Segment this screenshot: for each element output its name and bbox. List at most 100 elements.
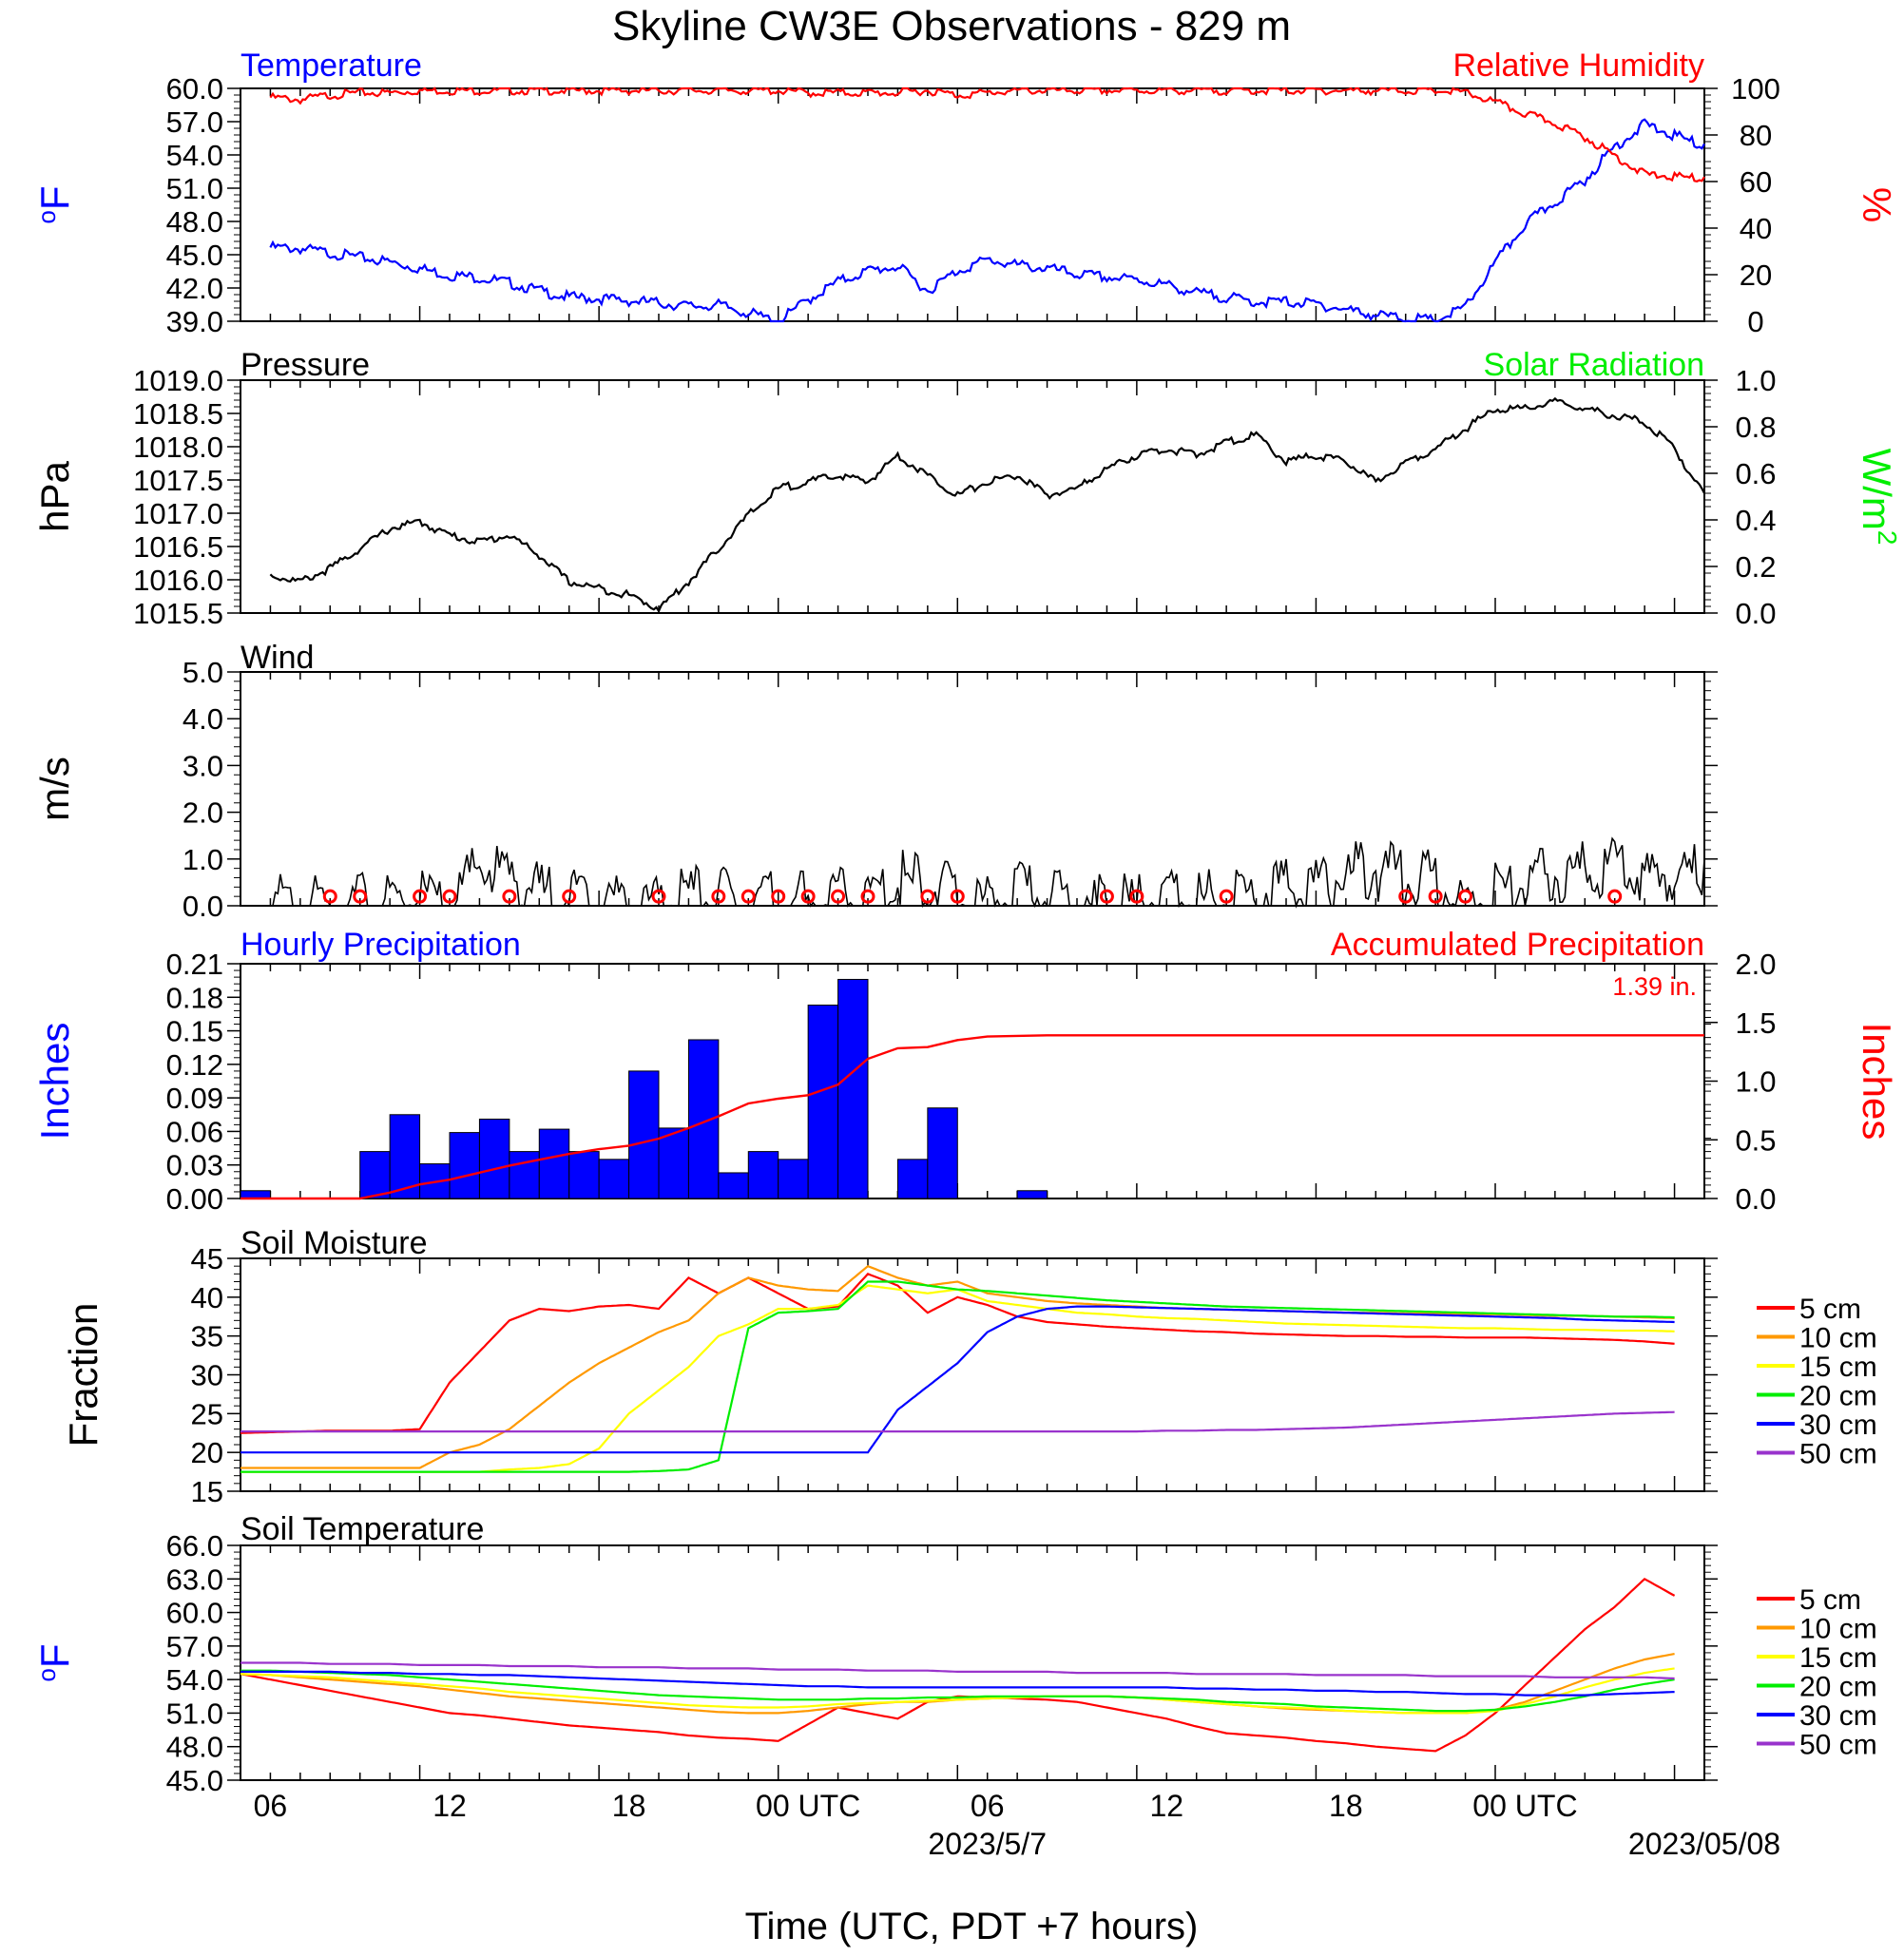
calm-wind-marker: [562, 889, 577, 904]
y-tick-label: 40: [191, 1281, 223, 1314]
y-tick-label-right: 0.8: [1735, 411, 1776, 444]
soil-moisture-line-30cm: [240, 1305, 1675, 1454]
precip-bar: [568, 1151, 600, 1199]
y-tick-label: 45: [191, 1242, 223, 1275]
wind-speed-line: [270, 836, 1705, 909]
y-tick-label-right: 100: [1731, 72, 1780, 105]
precip-bar: [1016, 1190, 1048, 1199]
calm-wind-marker: [353, 889, 368, 904]
y-tick-label-right: 1.0: [1735, 364, 1776, 397]
y-tick-label: 5.0: [183, 656, 223, 689]
legend-label: 15 cm: [1799, 1352, 1877, 1383]
calm-wind-marker: [651, 889, 666, 904]
calm-wind-marker: [1099, 889, 1114, 904]
y-tick-label: 0.00: [166, 1182, 223, 1216]
relative-humidity-title: Relative Humidity: [1452, 48, 1704, 84]
y-tick-label: 60.0: [166, 1597, 223, 1630]
plot-frame: [240, 1544, 1705, 1781]
y-tick-label: 1017.5: [133, 464, 223, 497]
y-tick-label: 25: [191, 1397, 223, 1430]
y-tick-label: 0.21: [166, 948, 223, 981]
legend-label: 30 cm: [1799, 1409, 1877, 1441]
y-tick-label: 0.0: [183, 890, 223, 923]
calm-wind-marker: [1129, 889, 1144, 904]
precip-bar: [478, 1118, 510, 1199]
precip-bar: [896, 1159, 929, 1199]
y-tick-label: 42.0: [166, 272, 223, 305]
precipitation-panel: Hourly Precipitation Accumulated Precipi…: [240, 927, 1704, 1001]
calm-wind-marker: [860, 889, 875, 904]
y-axis-label: Inches: [32, 1023, 77, 1141]
y-tick-label-right: 0.2: [1735, 550, 1776, 584]
y-axis-label-right: %: [1855, 187, 1899, 222]
y-tick-label: 0.09: [166, 1082, 223, 1115]
y-tick-label: 1019.0: [133, 364, 223, 397]
y-tick-label: 54.0: [166, 139, 223, 172]
x-date-label: 2023/05/08: [1628, 1827, 1780, 1861]
y-tick-label-right: 80: [1740, 119, 1772, 152]
x-axis-label: Time (UTC, PDT +7 hours): [745, 1906, 1199, 1947]
x-tick-label: 12: [433, 1789, 467, 1823]
temperature-rh-panel: Temperature Relative Humidity: [240, 48, 1704, 84]
y-tick-label: 20: [191, 1436, 223, 1469]
soil-moisture-line-20cm: [240, 1280, 1675, 1473]
y-tick-label-right: 0: [1747, 305, 1763, 338]
x-date-label: 2023/5/7: [928, 1827, 1047, 1861]
calm-wind-marker: [800, 889, 816, 904]
accumulated-precip-title: Accumulated Precipitation: [1331, 927, 1704, 963]
y-tick-label: 1015.5: [133, 597, 223, 630]
y-tick-label: 0.06: [166, 1115, 223, 1148]
pressure-line: [269, 396, 1705, 614]
precip-bar: [658, 1127, 689, 1199]
precip-bar: [628, 1070, 660, 1199]
x-tick-label: 00 UTC: [756, 1789, 860, 1823]
precip-bar: [389, 1114, 421, 1199]
legend-label: 20 cm: [1799, 1381, 1877, 1412]
y-tick-label-right: 0.0: [1735, 597, 1776, 630]
y-tick-label: 63.0: [166, 1563, 223, 1596]
y-tick-label: 35: [191, 1320, 223, 1353]
plot-frame: [240, 671, 1705, 907]
hourly-precip-title: Hourly Precipitation: [240, 927, 521, 963]
y-tick-label-right: 1.0: [1735, 1065, 1776, 1099]
legend-label: 50 cm: [1799, 1730, 1877, 1761]
relative-humidity-line: [269, 86, 1705, 182]
soil-temperature-panel: Soil Temperature: [240, 1511, 484, 1547]
accumulated-precip-line: [240, 1034, 1704, 1200]
wind-panel: Wind: [240, 640, 314, 676]
panel-2-axes: 5.0 4.0 3.0 2.0 1.0 0.0 m/s: [32, 656, 1718, 923]
soil-temperature-title: Soil Temperature: [240, 1511, 484, 1547]
legend-label: 5 cm: [1799, 1584, 1861, 1616]
soil-temp-line-15cm: [240, 1667, 1675, 1715]
soil-temp-line-20cm: [240, 1669, 1675, 1713]
accumulated-total-annotation: 1.39 in.: [1612, 972, 1697, 1001]
calm-wind-marker: [771, 889, 786, 904]
y-axis-label: m/s: [32, 757, 77, 821]
legend-label: 5 cm: [1799, 1294, 1861, 1325]
legend-label: 10 cm: [1799, 1614, 1877, 1645]
soil-moisture-panel: Soil Moisture: [240, 1225, 428, 1261]
calm-wind-marker: [1458, 889, 1473, 904]
soil-moisture-line-10cm: [240, 1264, 1675, 1469]
precip-bar: [359, 1151, 391, 1199]
precip-bar: [778, 1159, 809, 1199]
x-tick-label: 12: [1149, 1789, 1183, 1823]
calm-wind-marker: [831, 889, 846, 904]
y-tick-label-right: 20: [1740, 259, 1772, 292]
plot-frame: [240, 379, 1705, 614]
y-tick-label-right: 0.6: [1735, 457, 1776, 490]
soil-moisture-title: Soil Moisture: [240, 1225, 428, 1261]
precip-bar: [538, 1128, 570, 1199]
soil-temp-line-5cm: [240, 1577, 1676, 1753]
plot-frame: [240, 1257, 1705, 1492]
y-tick-label: 45.0: [166, 1764, 223, 1797]
calm-wind-marker: [413, 889, 428, 904]
temperature-title: Temperature: [240, 48, 422, 84]
y-tick-label: 0.03: [166, 1149, 223, 1182]
y-axis-label: oF: [32, 1643, 77, 1681]
soil-temp-line-50cm: [240, 1661, 1675, 1680]
calm-wind-marker: [950, 889, 965, 904]
y-tick-label: 39.0: [166, 305, 223, 338]
panel-4-axes: 45 40 35 30 25 20 15 Fraction: [61, 1242, 1718, 1508]
